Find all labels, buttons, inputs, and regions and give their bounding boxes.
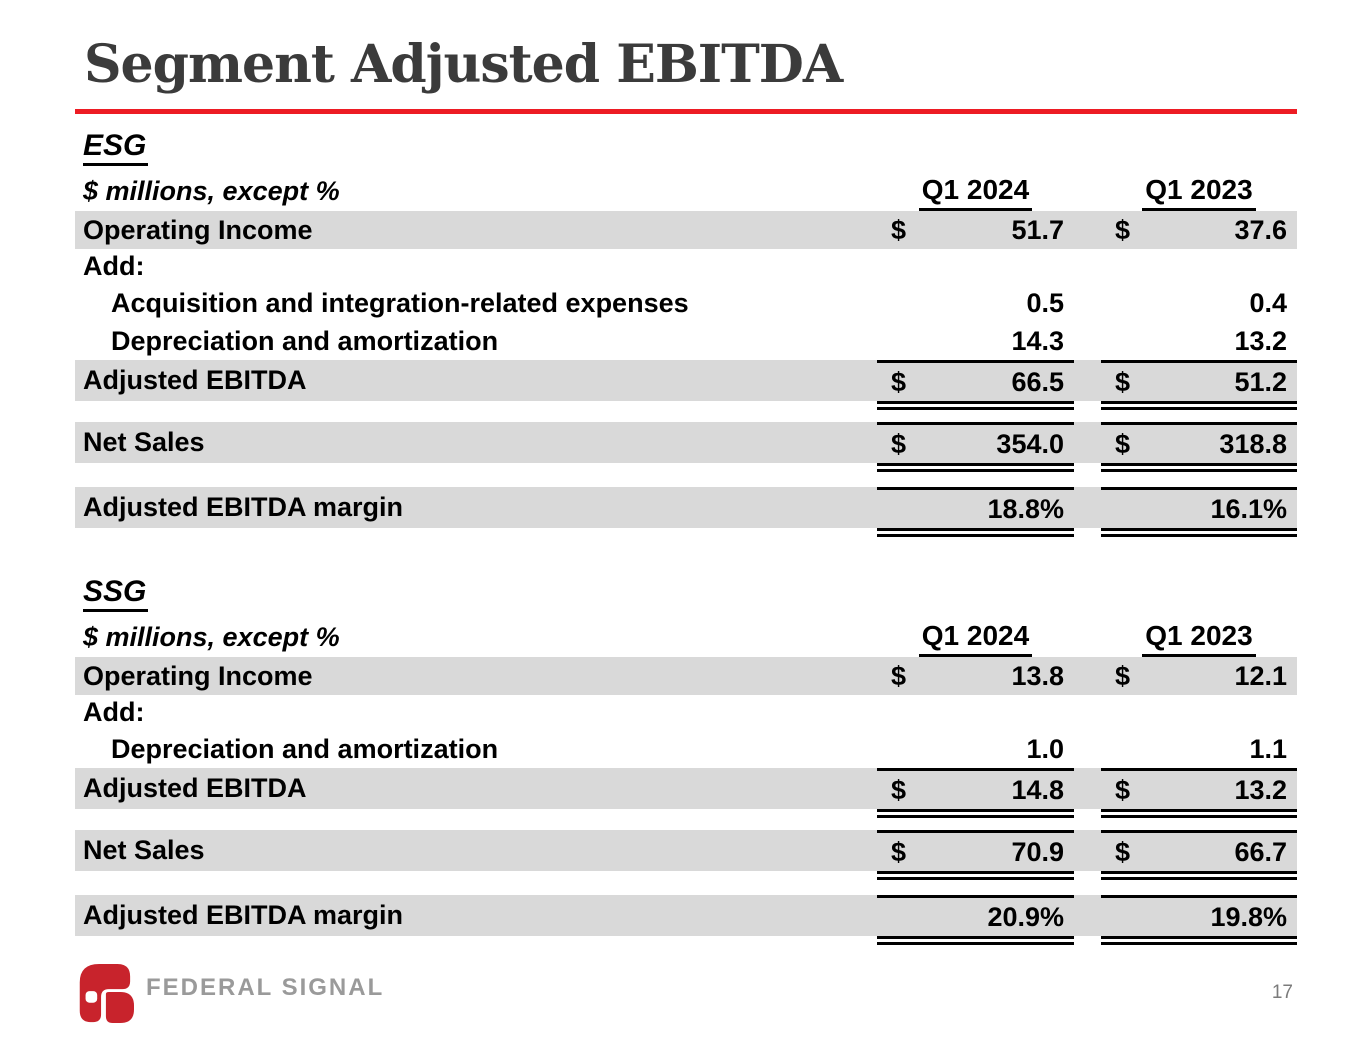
column-header-q1-2024: Q1 2024 — [877, 173, 1074, 211]
column-header-q1-2024: Q1 2024 — [877, 619, 1074, 657]
row-label: Acquisition and integration-related expe… — [111, 287, 689, 318]
table-row-net-sales: Net Sales $354.0 $318.8 — [75, 422, 1297, 463]
value-cell-2024: $354.0 — [877, 422, 1074, 463]
row-label: Depreciation and amortization — [111, 325, 499, 356]
value-cell-2023: 19.8% — [1101, 895, 1297, 936]
currency-symbol: $ — [891, 774, 907, 805]
currency-symbol: $ — [891, 428, 907, 459]
value-cell-2024: 1.0 — [1026, 733, 1064, 764]
row-label: Add: — [83, 697, 145, 727]
double-underline — [75, 871, 1297, 880]
table-header-row: $ millions, except % Q1 2024 Q1 2023 — [75, 173, 1297, 211]
column-header-q1-2023: Q1 2023 — [1101, 619, 1297, 657]
row-label: Operating Income — [83, 660, 313, 691]
row-label: Net Sales — [83, 427, 205, 457]
value-cell-2024: $13.8 — [891, 660, 1064, 691]
value-cell-2023: 0.4 — [1249, 287, 1287, 318]
page-title: Segment Adjusted EBITDA — [84, 34, 843, 95]
table-row-depreciation-amortization: Depreciation and amortization 14.3 13.2 — [75, 322, 1297, 360]
logo-wordmark: FEDERAL SIGNAL — [146, 973, 385, 1001]
table-row-adjusted-ebitda: Adjusted EBITDA $66.5 $51.2 — [75, 360, 1297, 401]
double-underline — [75, 809, 1297, 818]
currency-symbol: $ — [1115, 428, 1131, 459]
value-cell-2024: 18.8% — [877, 487, 1074, 528]
value-cell-2023: $37.6 — [1115, 214, 1287, 245]
table-row-operating-income: Operating Income $51.7 $37.6 — [75, 211, 1297, 249]
value-cell-2024: $51.7 — [891, 214, 1064, 245]
currency-symbol: $ — [1115, 660, 1131, 691]
units-note: $ millions, except % — [83, 621, 340, 652]
table-row-adjusted-ebitda: Adjusted EBITDA $14.8 $13.2 — [75, 768, 1297, 809]
row-label: Adjusted EBITDA — [83, 365, 307, 395]
column-header-q1-2023: Q1 2023 — [1101, 173, 1297, 211]
table-row-add: Add: — [75, 249, 1297, 284]
currency-symbol: $ — [1115, 214, 1131, 245]
units-note: $ millions, except % — [83, 175, 340, 206]
table-row-adjusted-ebitda-margin: Adjusted EBITDA margin 20.9% 19.8% — [75, 895, 1297, 936]
value-cell-2024: $66.5 — [877, 360, 1074, 401]
row-label: Operating Income — [83, 214, 313, 245]
double-underline — [75, 936, 1297, 945]
currency-symbol: $ — [1115, 366, 1131, 397]
value-cell-2023: $318.8 — [1101, 422, 1297, 463]
table-row-adjusted-ebitda-margin: Adjusted EBITDA margin 18.8% 16.1% — [75, 487, 1297, 528]
page-number: 17 — [1271, 982, 1293, 1003]
federal-signal-logo: FEDERAL SIGNAL — [72, 960, 384, 1031]
currency-symbol: $ — [891, 660, 907, 691]
value-cell-2023: $12.1 — [1115, 660, 1287, 691]
currency-symbol: $ — [891, 214, 907, 245]
currency-symbol: $ — [1115, 774, 1131, 805]
section-esg: ESG $ millions, except % Q1 2024 Q1 2023… — [75, 129, 1297, 537]
row-label: Adjusted EBITDA — [83, 773, 307, 803]
row-label: Net Sales — [83, 835, 205, 865]
double-underline — [75, 463, 1297, 472]
section-heading: SSG — [75, 575, 1297, 613]
row-label: Add: — [83, 251, 145, 281]
double-underline — [75, 401, 1297, 410]
table-row-net-sales: Net Sales $70.9 $66.7 — [75, 830, 1297, 871]
value-cell-2023: $51.2 — [1101, 360, 1297, 401]
row-label: Adjusted EBITDA margin — [83, 492, 404, 522]
table-row-add: Add: — [75, 695, 1297, 730]
value-cell-2024: 14.3 — [1011, 325, 1064, 356]
currency-symbol: $ — [891, 366, 907, 397]
title-rule — [75, 109, 1297, 114]
row-label: Depreciation and amortization — [111, 733, 499, 764]
value-cell-2023: $66.7 — [1101, 830, 1297, 871]
table-header-row: $ millions, except % Q1 2024 Q1 2023 — [75, 619, 1297, 657]
table-row-acquisition-expenses: Acquisition and integration-related expe… — [75, 284, 1297, 322]
value-cell-2024: $70.9 — [877, 830, 1074, 871]
value-cell-2023: 1.1 — [1249, 733, 1287, 764]
value-cell-2023: $13.2 — [1101, 768, 1297, 809]
section-heading: ESG — [75, 129, 1297, 167]
value-cell-2024: 20.9% — [877, 895, 1074, 936]
value-cell-2024: 0.5 — [1026, 287, 1064, 318]
table-row-operating-income: Operating Income $13.8 $12.1 — [75, 657, 1297, 695]
table-row-depreciation-amortization: Depreciation and amortization 1.0 1.1 — [75, 730, 1297, 768]
value-cell-2023: 13.2 — [1234, 325, 1287, 356]
section-ssg: SSG $ millions, except % Q1 2024 Q1 2023… — [75, 575, 1297, 945]
currency-symbol: $ — [1115, 836, 1131, 867]
value-cell-2024: $14.8 — [877, 768, 1074, 809]
double-underline — [75, 528, 1297, 537]
fs-mark-icon — [72, 960, 134, 1031]
currency-symbol: $ — [891, 836, 907, 867]
row-label: Adjusted EBITDA margin — [83, 900, 404, 930]
value-cell-2023: 16.1% — [1101, 487, 1297, 528]
